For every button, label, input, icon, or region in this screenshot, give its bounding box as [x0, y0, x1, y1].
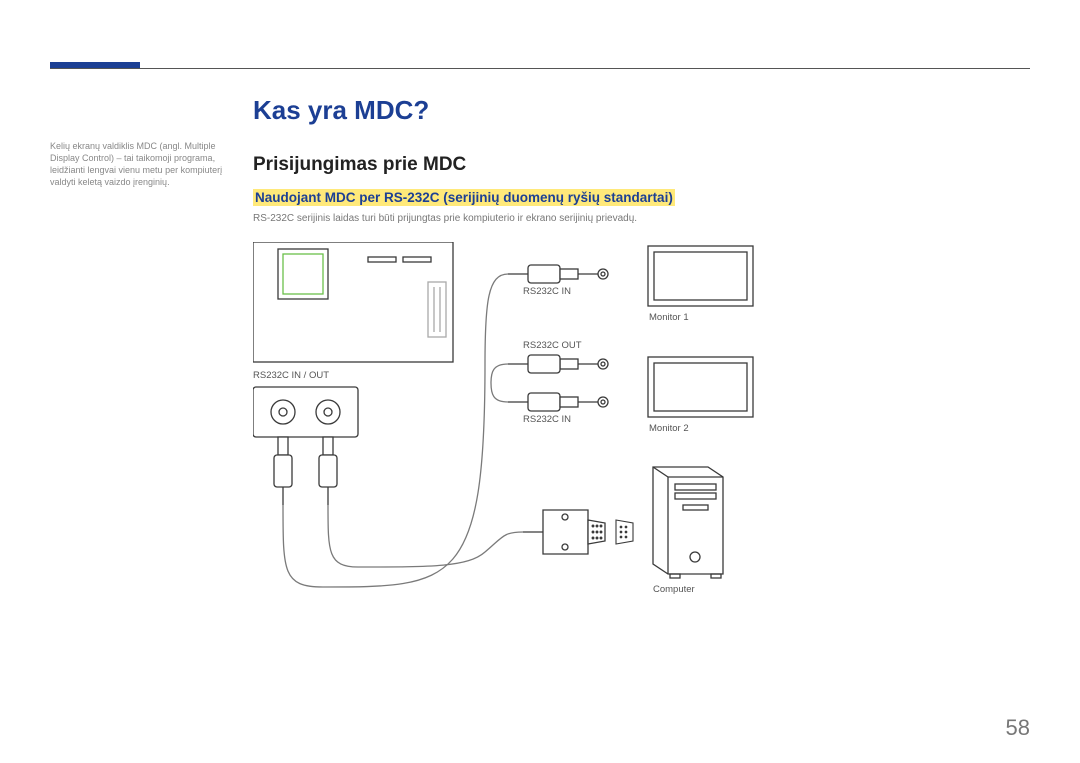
computer-icon — [653, 467, 723, 578]
monitor-back-panel — [253, 242, 453, 362]
monitor-1-icon — [648, 246, 753, 306]
label-computer: Computer — [653, 584, 695, 595]
h-plug-1 — [508, 265, 608, 283]
label-rs232c-in-1: RS232C IN — [523, 286, 571, 297]
label-rs232c-out: RS232C OUT — [523, 340, 582, 351]
heading-2: Prisijungimas prie MDC — [253, 154, 1030, 176]
heading-3: Naudojant MDC per RS-232C (serijinių duo… — [253, 190, 1030, 205]
heading-1: Kas yra MDC? — [253, 95, 1030, 126]
h-plug-2 — [508, 355, 608, 373]
label-panel-ports: RS232C IN / OUT — [253, 370, 329, 381]
body-text: RS-232C serijinis laidas turi būti priju… — [253, 213, 1030, 224]
plug-right — [319, 437, 337, 505]
monitor-2-icon — [648, 357, 753, 417]
heading-3-text: Naudojant MDC per RS-232C (serijinių duo… — [253, 189, 675, 206]
cables — [283, 274, 523, 587]
port-plate — [253, 387, 358, 437]
main-content: Kas yra MDC? Prisijungimas prie MDC Naud… — [253, 95, 1030, 642]
plug-left — [274, 437, 292, 505]
label-monitor-1: Monitor 1 — [649, 312, 689, 323]
top-rule — [50, 68, 1030, 69]
connection-diagram: RS232C IN / OUT RS232C IN RS232C OUT RS2… — [253, 242, 813, 642]
label-monitor-2: Monitor 2 — [649, 423, 689, 434]
page: Kelių ekranų valdiklis MDC (angl. Multip… — [0, 0, 1080, 763]
serial-connector — [523, 510, 605, 554]
h-plug-3 — [508, 393, 608, 411]
label-rs232c-in-2: RS232C IN — [523, 414, 571, 425]
computer-port — [616, 520, 633, 544]
sidenote-text: Kelių ekranų valdiklis MDC (angl. Multip… — [50, 140, 230, 189]
page-number: 58 — [1006, 715, 1030, 741]
